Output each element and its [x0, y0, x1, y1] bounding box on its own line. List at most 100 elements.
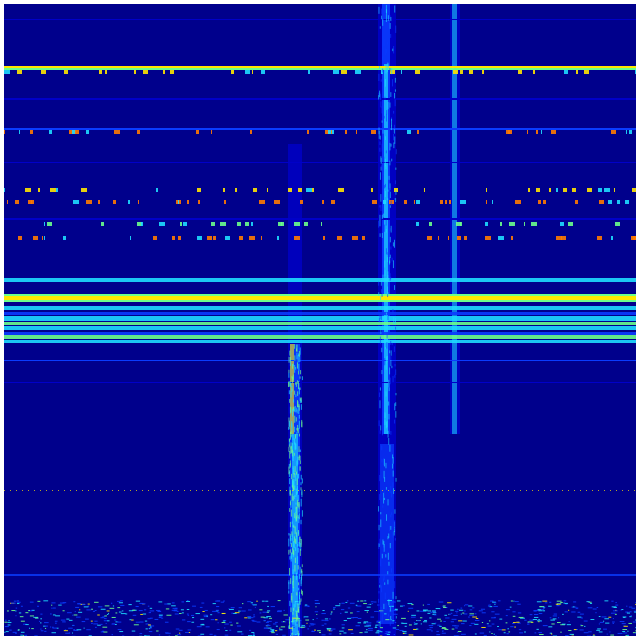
heat-cell	[348, 629, 353, 631]
heat-cell	[290, 555, 292, 562]
heat-cell	[56, 627, 59, 629]
heat-cell	[289, 535, 291, 541]
heat-cell	[42, 236, 43, 240]
heat-cell	[505, 622, 508, 624]
heat-cell	[103, 618, 107, 620]
heat-cell	[299, 455, 301, 462]
heat-cell	[296, 603, 300, 605]
heat-cell	[64, 70, 68, 74]
heat-cell	[392, 376, 394, 383]
heat-cell	[290, 382, 292, 387]
heat-cell	[387, 552, 389, 560]
heat-cell	[390, 143, 392, 147]
heat-cell	[385, 49, 387, 54]
heat-cell	[324, 618, 329, 620]
heat-cell	[548, 626, 553, 628]
heat-cell	[633, 236, 636, 240]
heat-cell	[480, 608, 486, 610]
heat-cell	[381, 15, 383, 20]
heat-cell	[234, 612, 240, 614]
heat-cell	[298, 414, 300, 419]
heat-cell	[220, 601, 225, 603]
heat-cell	[296, 348, 298, 352]
heat-cell	[299, 624, 301, 628]
heat-cell	[448, 613, 452, 615]
heat-cell	[301, 510, 303, 517]
heat-cell	[171, 602, 175, 604]
heat-cell	[114, 130, 120, 134]
heat-cell	[290, 538, 292, 545]
heat-cell	[387, 600, 393, 602]
heat-cell	[378, 590, 380, 594]
heat-cell	[370, 601, 374, 603]
heat-cell	[497, 625, 499, 627]
heat-cell	[514, 626, 516, 628]
heat-cell	[429, 222, 432, 226]
heat-cell	[384, 183, 386, 188]
heat-cell	[118, 602, 123, 604]
heat-cell	[491, 611, 495, 613]
heat-cell	[532, 619, 538, 621]
heat-cell	[563, 188, 567, 192]
heat-cell	[232, 490, 233, 491]
heat-cell	[388, 413, 390, 420]
heat-cell	[298, 490, 299, 491]
heat-cell	[51, 604, 53, 606]
heat-cell	[461, 623, 465, 625]
heat-cell	[395, 392, 397, 396]
heat-cell	[172, 236, 175, 240]
heat-cell	[33, 616, 38, 618]
heat-cell	[379, 494, 381, 501]
heat-cell	[297, 501, 299, 508]
heat-cell	[297, 544, 299, 547]
heat-cell	[298, 501, 300, 509]
heat-cell	[13, 600, 17, 602]
heat-cell	[390, 568, 392, 573]
heat-cell	[385, 487, 387, 490]
heat-cell	[180, 222, 182, 226]
heat-cell	[384, 79, 386, 87]
heat-cell	[441, 632, 446, 634]
heat-cell	[416, 610, 420, 612]
heat-cell	[429, 627, 433, 629]
heat-cell	[389, 490, 391, 493]
heat-cell	[292, 451, 294, 458]
heat-cell	[44, 630, 47, 632]
heat-cell	[437, 624, 441, 626]
heat-cell	[100, 623, 103, 625]
heat-cell	[102, 616, 106, 618]
heat-cell	[564, 602, 568, 604]
heat-cell	[387, 271, 389, 279]
heat-cell	[56, 188, 58, 192]
heat-cell	[73, 629, 79, 631]
heat-cell	[486, 200, 487, 204]
heat-cell	[612, 618, 614, 620]
heat-cell	[297, 556, 299, 565]
heat-cell	[520, 617, 525, 619]
heat-cell	[395, 326, 397, 330]
heat-cell	[495, 635, 497, 636]
heat-cell	[247, 615, 252, 617]
heat-cell	[295, 572, 297, 580]
heat-cell	[588, 631, 592, 633]
heat-cell	[76, 629, 82, 631]
heat-cell	[453, 635, 459, 636]
heat-cell	[263, 627, 269, 629]
heat-cell	[625, 611, 629, 613]
heat-cell	[614, 613, 617, 615]
heat-cell	[340, 609, 345, 611]
heat-cell	[166, 603, 171, 605]
heat-cell	[393, 346, 395, 352]
heat-cell	[411, 604, 414, 606]
heat-cell	[422, 609, 428, 611]
heat-cell	[384, 270, 386, 277]
heat-cell	[424, 188, 425, 192]
heat-cell	[160, 490, 161, 491]
heat-cell	[568, 609, 570, 611]
heat-cell	[626, 634, 629, 636]
heat-cell	[519, 632, 524, 634]
heat-cell	[11, 610, 16, 612]
heat-cell	[493, 633, 495, 635]
heat-cell	[288, 188, 291, 192]
heat-cell	[386, 286, 388, 294]
